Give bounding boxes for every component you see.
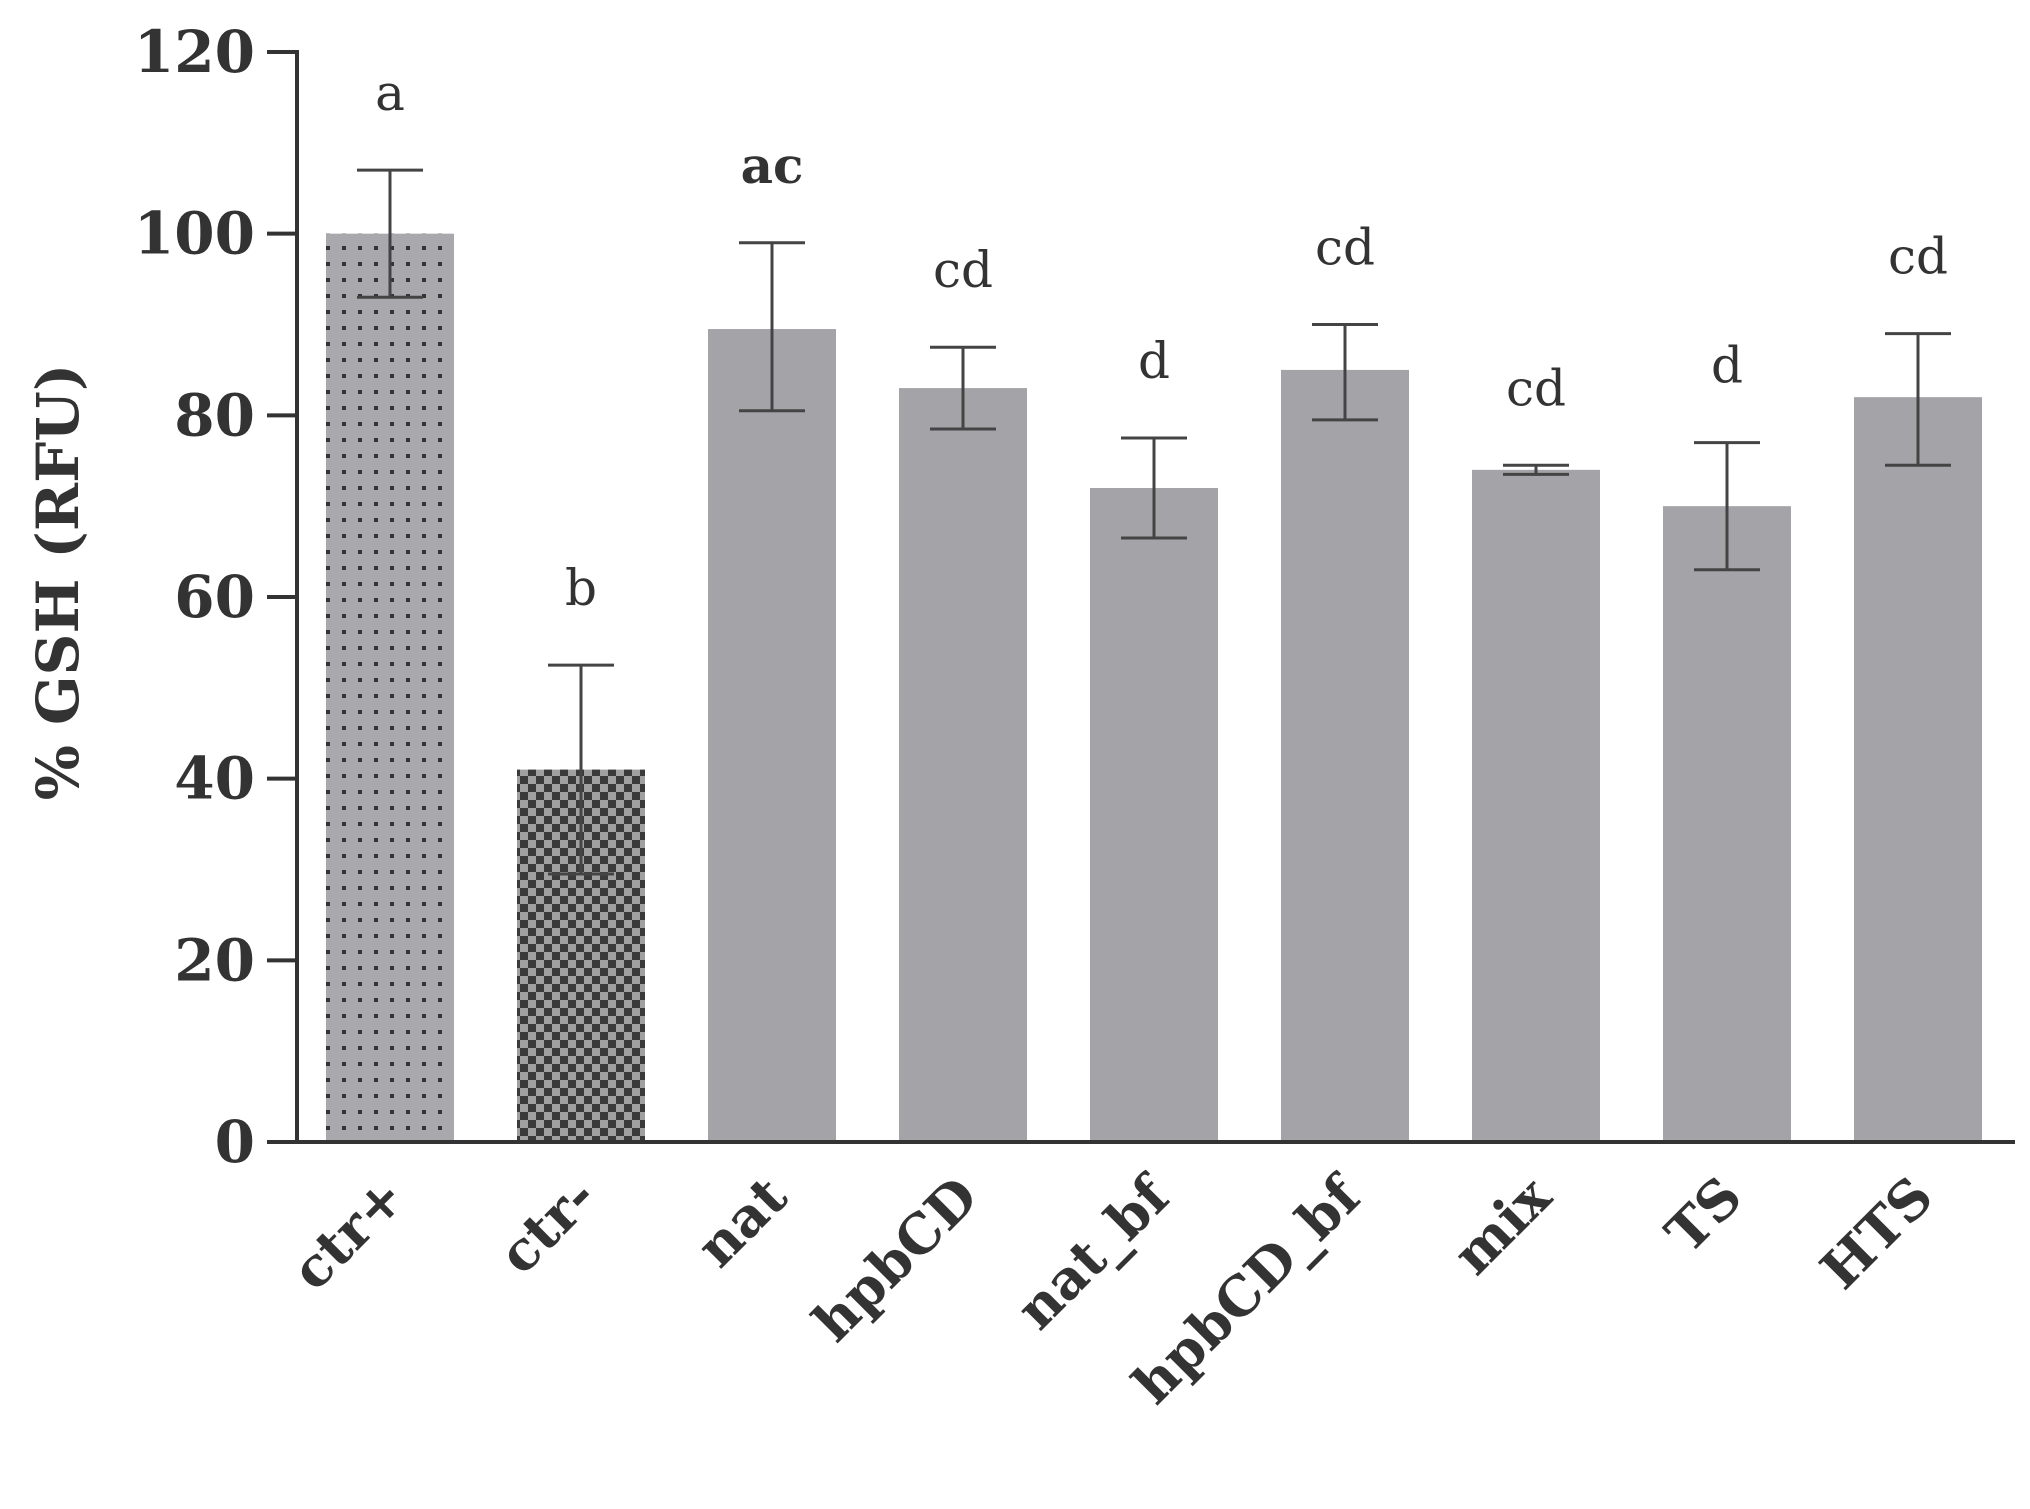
error-bars-layer: [357, 168, 1951, 876]
error-bar-ctr: [357, 168, 423, 299]
x-tick-label-HTS: HTS: [1808, 1164, 1945, 1301]
axes-layer: [267, 50, 2015, 1144]
bar-nat-bf: [1090, 488, 1218, 1142]
significance-letter-hpbCD-bf: cd: [1315, 219, 1375, 277]
x-tick-label-nat-bf: nat_bf: [1004, 1161, 1184, 1341]
error-bar-nat-bf: [1121, 436, 1187, 540]
significance-letter-mix: cd: [1506, 359, 1566, 417]
error-bar-ctr: [548, 663, 614, 876]
error-bar-mix: [1503, 463, 1569, 476]
significance-letter-ctr: b: [565, 559, 597, 617]
x-tick-label-mix: mix: [1440, 1163, 1563, 1286]
significance-letter-ctr: a: [375, 64, 405, 122]
x-tick-label-hpbCD: hpbCD: [800, 1164, 990, 1354]
y-tick-label: 20: [174, 926, 255, 994]
bar-nat: [708, 329, 836, 1143]
error-bar-TS: [1694, 441, 1760, 572]
bar-ctr: [326, 233, 454, 1142]
error-bar-hpbCD: [930, 345, 996, 431]
error-bar-nat: [739, 241, 805, 413]
significance-letter-nat: ac: [741, 136, 804, 195]
y-tick-label: 120: [134, 18, 255, 86]
bar-hpbCD-bf: [1281, 369, 1409, 1143]
error-bar-HTS: [1885, 332, 1951, 467]
bar-mix: [1472, 469, 1600, 1142]
x-tick-label-ctr: ctr-: [486, 1164, 608, 1286]
significance-letter-HTS: cd: [1888, 228, 1948, 286]
x-tick-label-nat: nat: [684, 1164, 799, 1279]
y-axis-title: % GSH (RFU): [24, 364, 92, 801]
bar-HTS: [1854, 397, 1982, 1143]
error-bar-hpbCD-bf: [1312, 323, 1378, 422]
significance-letter-TS: d: [1711, 337, 1743, 395]
significance-letter-hpbCD: cd: [933, 241, 993, 299]
y-tick-label: 0: [215, 1108, 255, 1176]
y-tick-label: 40: [174, 745, 255, 813]
bar-TS: [1663, 506, 1791, 1143]
y-tick-label: 100: [134, 200, 255, 268]
y-tick-label: 80: [174, 381, 255, 449]
significance-letters-layer: a b ac cd d cd cd d cd: [375, 64, 1948, 617]
y-tick-label: 60: [174, 563, 255, 631]
bar-hpbCD: [899, 388, 1027, 1142]
significance-letter-nat-bf: d: [1138, 332, 1170, 390]
bars-layer: [326, 233, 1982, 1143]
x-tick-label-TS: TS: [1653, 1164, 1754, 1265]
x-tick-label-ctr: ctr+: [279, 1164, 417, 1302]
y-tick-labels: 0 20 40 60 80 100 120: [134, 18, 255, 1176]
